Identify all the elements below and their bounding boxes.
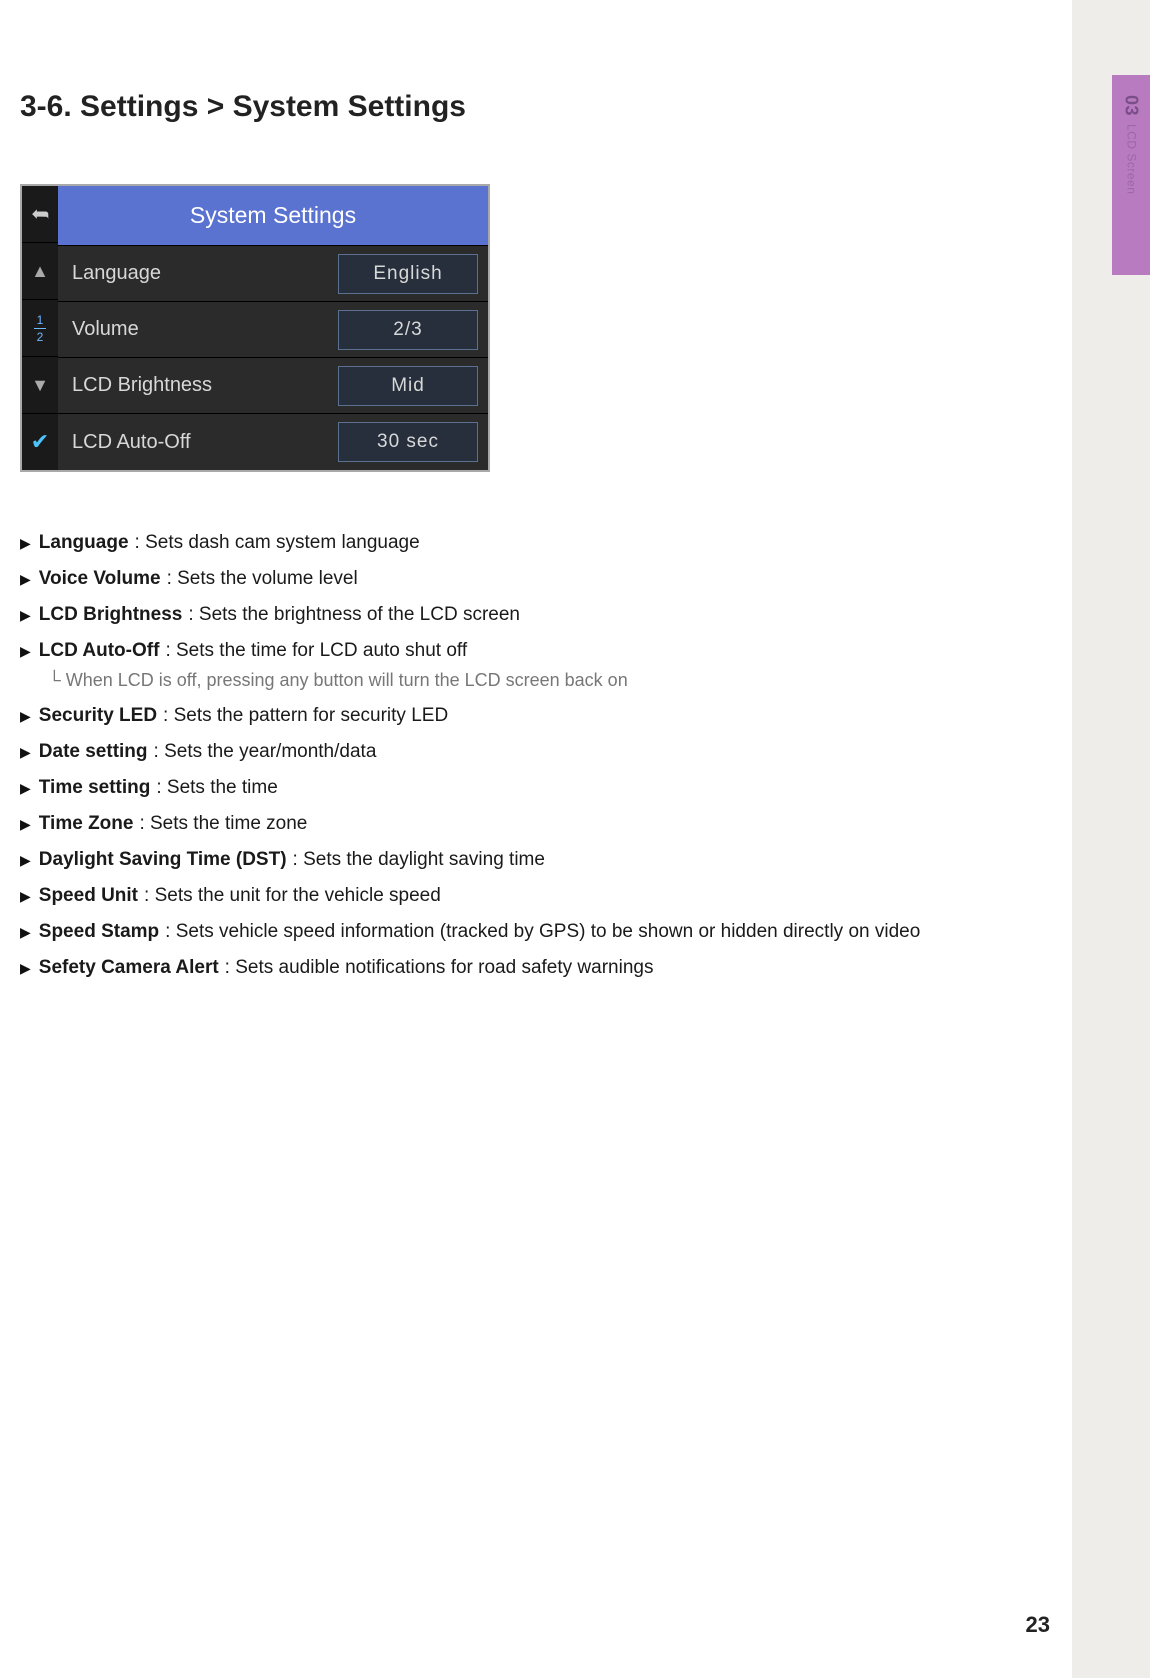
bullet-desc: : Sets the unit for the vehicle speed bbox=[144, 885, 441, 907]
back-button[interactable]: ➦ bbox=[22, 186, 58, 243]
triangle-icon: ▶ bbox=[20, 607, 31, 624]
bullet-desc: : Sets the daylight saving time bbox=[293, 849, 545, 871]
bullet-item: ▶ Language : Sets dash cam system languag… bbox=[20, 532, 1020, 554]
bullet-item: ▶ Speed Stamp : Sets vehicle speed inform… bbox=[20, 921, 1020, 943]
bullet-item: ▶ Time Zone : Sets the time zone bbox=[20, 813, 1020, 835]
menu-value: 30 sec bbox=[338, 422, 478, 462]
bullet-label: Sefety Camera Alert bbox=[39, 957, 219, 979]
bullet-item: ▶ Voice Volume : Sets the volume level bbox=[20, 568, 1020, 590]
bullet-desc: : Sets vehicle speed information (tracke… bbox=[165, 921, 920, 943]
bullet-label: Time Zone bbox=[39, 813, 134, 835]
page-top: 1 bbox=[34, 314, 46, 326]
page-title: 3-6. Settings > System Settings bbox=[20, 90, 1020, 124]
bullet-item: ▶ Speed Unit : Sets the unit for the vehi… bbox=[20, 885, 1020, 907]
page-indicator: 1 2 bbox=[22, 300, 58, 357]
bullet-item: ▶ Security LED : Sets the pattern for sec… bbox=[20, 705, 1020, 727]
bullet-desc: : Sets the year/month/data bbox=[154, 741, 377, 763]
device-screenshot: ➦ ▲ 1 2 ▼ ✔ bbox=[20, 184, 490, 472]
side-tab-label: LCD Screen bbox=[1125, 124, 1139, 194]
bullet-label: LCD Brightness bbox=[39, 604, 183, 626]
side-tab: 03 LCD Screen bbox=[1112, 75, 1150, 275]
triangle-icon: ▶ bbox=[20, 708, 31, 725]
menu-label: Volume bbox=[58, 318, 338, 341]
bullet-label: Language bbox=[39, 532, 129, 554]
triangle-icon: ▶ bbox=[20, 643, 31, 660]
menu-value: Mid bbox=[338, 366, 478, 406]
bullet-label: Speed Unit bbox=[39, 885, 138, 907]
check-icon: ✔ bbox=[31, 429, 49, 455]
menu-label: LCD Auto-Off bbox=[58, 431, 338, 454]
bullet-item: ▶ Daylight Saving Time (DST) : Sets the d… bbox=[20, 849, 1020, 871]
bullet-label: Voice Volume bbox=[39, 568, 161, 590]
scroll-up-button[interactable]: ▲ bbox=[22, 243, 58, 300]
manual-page: 03 LCD Screen 3-6. Settings > System Set… bbox=[0, 0, 1150, 1678]
back-icon: ➦ bbox=[31, 201, 49, 227]
page-content: 3-6. Settings > System Settings ➦ ▲ 1 2 bbox=[20, 90, 1020, 993]
chevron-down-icon: ▼ bbox=[31, 375, 49, 396]
bullet-desc: : Sets the brightness of the LCD screen bbox=[188, 604, 520, 626]
side-tab-text: 03 LCD Screen bbox=[1121, 95, 1142, 195]
bullet-desc: : Sets dash cam system language bbox=[135, 532, 420, 554]
page-indicator-text: 1 2 bbox=[34, 314, 46, 343]
bullet-desc: : Sets the time zone bbox=[139, 813, 307, 835]
bullet-label: LCD Auto-Off bbox=[39, 640, 160, 662]
triangle-icon: ▶ bbox=[20, 852, 31, 869]
bullet-label: Daylight Saving Time (DST) bbox=[39, 849, 287, 871]
bullet-label: Time setting bbox=[39, 777, 151, 799]
bullet-item: ▶ Time setting : Sets the time bbox=[20, 777, 1020, 799]
page-bottom: 2 bbox=[34, 331, 46, 343]
triangle-icon: ▶ bbox=[20, 960, 31, 977]
bullet-desc: : Sets the time for LCD auto shut off bbox=[165, 640, 467, 662]
page-number: 23 bbox=[1026, 1612, 1050, 1638]
triangle-icon: ▶ bbox=[20, 571, 31, 588]
menu-label: LCD Brightness bbox=[58, 374, 338, 397]
triangle-icon: ▶ bbox=[20, 888, 31, 905]
menu-value: English bbox=[338, 254, 478, 294]
device-menu: System Settings Language English Volume … bbox=[58, 186, 488, 470]
bullet-desc: : Sets audible notifications for road sa… bbox=[225, 957, 654, 979]
bullet-item: ▶ Date setting : Sets the year/month/data bbox=[20, 741, 1020, 763]
triangle-icon: ▶ bbox=[20, 924, 31, 941]
page-divider bbox=[34, 328, 46, 329]
side-tab-number: 03 bbox=[1122, 95, 1142, 116]
chevron-up-icon: ▲ bbox=[31, 261, 49, 282]
bullet-item: ▶ LCD Brightness : Sets the brightness of… bbox=[20, 604, 1020, 626]
triangle-icon: ▶ bbox=[20, 780, 31, 797]
menu-row-language[interactable]: Language English bbox=[58, 246, 488, 302]
menu-value: 2/3 bbox=[338, 310, 478, 350]
triangle-icon: ▶ bbox=[20, 744, 31, 761]
bullet-item: ▶ LCD Auto-Off : Sets the time for LCD au… bbox=[20, 640, 1020, 662]
triangle-icon: ▶ bbox=[20, 816, 31, 833]
bullet-label: Security LED bbox=[39, 705, 157, 727]
bullet-list: ▶ Language : Sets dash cam system languag… bbox=[20, 532, 1020, 979]
bullet-desc: : Sets the volume level bbox=[167, 568, 358, 590]
scroll-down-button[interactable]: ▼ bbox=[22, 357, 58, 414]
menu-row-volume[interactable]: Volume 2/3 bbox=[58, 302, 488, 358]
menu-row-autooff[interactable]: LCD Auto-Off 30 sec bbox=[58, 414, 488, 470]
bullet-desc: : Sets the time bbox=[156, 777, 277, 799]
confirm-button[interactable]: ✔ bbox=[22, 414, 58, 470]
bullet-label: Speed Stamp bbox=[39, 921, 159, 943]
menu-row-brightness[interactable]: LCD Brightness Mid bbox=[58, 358, 488, 414]
menu-header: System Settings bbox=[58, 186, 488, 246]
bullet-desc: : Sets the pattern for security LED bbox=[163, 705, 448, 727]
device-side-controls: ➦ ▲ 1 2 ▼ ✔ bbox=[22, 186, 58, 470]
bullet-label: Date setting bbox=[39, 741, 148, 763]
triangle-icon: ▶ bbox=[20, 535, 31, 552]
bullet-subnote: └ When LCD is off, pressing any button w… bbox=[48, 670, 1020, 691]
bullet-item: ▶ Sefety Camera Alert : Sets audible noti… bbox=[20, 957, 1020, 979]
menu-label: Language bbox=[58, 262, 338, 285]
